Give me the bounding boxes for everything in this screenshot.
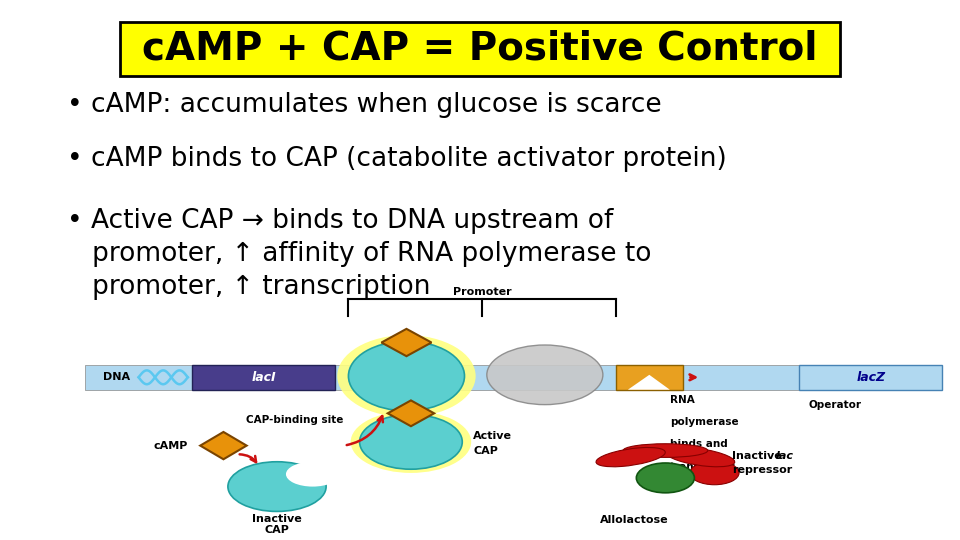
Text: transcribes: transcribes (670, 462, 736, 472)
FancyBboxPatch shape (120, 22, 840, 76)
Text: cAMP: cAMP (154, 441, 188, 450)
Text: lacI: lacI (252, 371, 276, 384)
FancyBboxPatch shape (192, 365, 335, 390)
FancyBboxPatch shape (85, 365, 942, 390)
FancyBboxPatch shape (616, 365, 684, 390)
Text: cAMP + CAP = Positive Control: cAMP + CAP = Positive Control (142, 30, 818, 68)
Text: Operator: Operator (808, 400, 861, 410)
Ellipse shape (350, 411, 471, 473)
Text: Active: Active (473, 431, 513, 441)
Ellipse shape (596, 448, 665, 467)
Polygon shape (628, 375, 670, 390)
Text: Allolactose: Allolactose (600, 515, 668, 525)
Text: binds and: binds and (670, 440, 728, 449)
Text: repressor: repressor (732, 465, 793, 475)
Text: CAP: CAP (265, 525, 290, 535)
Text: Inactive: Inactive (732, 450, 782, 461)
Ellipse shape (348, 341, 465, 411)
Ellipse shape (360, 415, 463, 469)
Text: • Active CAP → binds to DNA upstream of
   promoter, ↑ affinity of RNA polymeras: • Active CAP → binds to DNA upstream of … (67, 208, 652, 300)
Text: DNA: DNA (103, 372, 130, 382)
Ellipse shape (665, 448, 734, 467)
Polygon shape (381, 329, 431, 356)
Ellipse shape (228, 462, 326, 511)
Text: CAP-binding site: CAP-binding site (246, 415, 344, 424)
Text: lacZ: lacZ (856, 371, 885, 384)
Text: polymerase: polymerase (670, 417, 738, 427)
FancyBboxPatch shape (800, 365, 942, 390)
Polygon shape (388, 400, 434, 426)
Text: RNA: RNA (670, 395, 695, 404)
Ellipse shape (690, 461, 739, 485)
Text: lac: lac (775, 450, 793, 461)
Text: Inactive: Inactive (252, 514, 301, 524)
Ellipse shape (487, 345, 603, 404)
Text: • cAMP: accumulates when glucose is scarce: • cAMP: accumulates when glucose is scar… (67, 92, 661, 118)
Ellipse shape (337, 335, 475, 417)
Ellipse shape (286, 462, 340, 487)
Text: CAP: CAP (473, 446, 498, 456)
Text: Promoter: Promoter (453, 287, 512, 296)
Ellipse shape (623, 444, 708, 457)
Polygon shape (201, 432, 247, 459)
Ellipse shape (636, 463, 694, 493)
Text: • cAMP binds to CAP (catabolite activator protein): • cAMP binds to CAP (catabolite activato… (67, 146, 727, 172)
